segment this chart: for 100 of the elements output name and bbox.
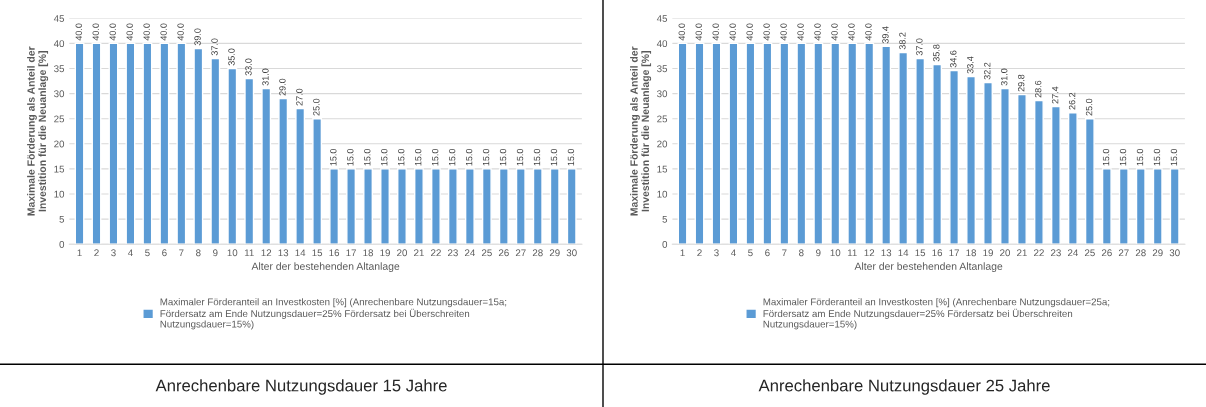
data-label: 15.0 <box>533 148 541 166</box>
data-label: 15.0 <box>347 148 354 166</box>
y-tick-label: 40 <box>53 40 65 48</box>
bar <box>193 47 204 245</box>
bar <box>108 42 119 245</box>
data-label: 37.0 <box>211 38 218 56</box>
x-tick-label: 23 <box>1050 249 1061 257</box>
y-tick-label: 35 <box>657 65 668 73</box>
text: Anrechenbare Nutzungsdauer 15 Jahre <box>155 379 447 395</box>
data-label: 15.0 <box>1102 148 1110 166</box>
x-tick-label: 27 <box>1118 249 1129 257</box>
data-label: 40.0 <box>695 23 702 41</box>
x-tick-label: 15 <box>312 249 323 257</box>
y-tick-label: 45 <box>53 15 65 22</box>
bar <box>447 168 458 245</box>
bar <box>176 42 187 245</box>
y-axis-title: Maximale Förderung als Anteil der Investition für die Neuanlage [%] <box>27 46 49 216</box>
data-label: 40.0 <box>746 23 753 41</box>
bar <box>74 42 85 245</box>
bar <box>830 42 841 245</box>
bar <box>728 42 739 245</box>
data-label: 15.0 <box>431 148 439 166</box>
x-tick-label: 28 <box>532 249 543 257</box>
data-label: 32.2 <box>984 62 991 80</box>
text: Anrechenbare Nutzungsdauer 25 Jahre <box>758 379 1050 395</box>
bar <box>549 168 560 245</box>
data-label: 15.0 <box>1136 148 1144 166</box>
bar <box>91 42 102 245</box>
y-tick-label: 25 <box>657 115 668 123</box>
x-tick-label: 28 <box>1135 249 1146 257</box>
x-tick-label: 3 <box>714 249 719 257</box>
bar <box>515 168 526 245</box>
x-tick-label: 11 <box>244 249 254 257</box>
y-tick-label: 10 <box>54 190 65 198</box>
x-tick-label: 10 <box>227 249 238 257</box>
legend-label: Maximaler Förderanteil an Investkosten [%] (Anrechenbare Nutzungsdauer=25a; Fördersatz am Ende Nutzungsdauer=25% Fördersatz bei Überschreiten Nutzungsdauer=15%) <box>763 298 1110 330</box>
bar <box>898 51 909 245</box>
x-tick-label: 11 <box>847 249 857 257</box>
bar <box>278 97 289 245</box>
x-tick-label: 2 <box>697 249 702 257</box>
x-tick-label: 5 <box>145 249 150 257</box>
x-axis-title: Alter der bestehenden Altanlage <box>854 262 1003 272</box>
x-tick-label: 8 <box>799 249 804 257</box>
x-tick-label: 1 <box>77 249 82 257</box>
x-axis-title: Alter der bestehenden Altanlage <box>251 262 400 272</box>
x-tick-label: 4 <box>730 249 736 257</box>
x-tick-label: 20 <box>1000 249 1011 257</box>
data-label: 40.0 <box>160 23 167 41</box>
bar <box>142 42 153 245</box>
data-label: 15.0 <box>448 148 456 166</box>
data-label: 15.0 <box>499 148 507 166</box>
bar <box>711 42 722 245</box>
y-tick-label: 30 <box>657 90 668 98</box>
y-tick-label: 10 <box>657 190 668 198</box>
data-label: 31.0 <box>262 68 269 86</box>
x-tick-label: 22 <box>1034 249 1044 257</box>
bar <box>363 168 373 245</box>
bar <box>380 168 390 245</box>
data-label: 40.0 <box>678 23 685 41</box>
data-label: 25.0 <box>313 98 320 116</box>
data-label: 27.4 <box>1051 86 1059 104</box>
bar <box>566 168 577 245</box>
x-tick-label: 13 <box>278 249 289 257</box>
bar <box>915 57 926 245</box>
x-tick-label: 29 <box>1152 249 1163 257</box>
x-tick-label: 16 <box>329 249 340 257</box>
bar <box>1000 87 1010 245</box>
bar <box>932 63 943 245</box>
bar <box>1017 93 1027 245</box>
bar <box>498 168 509 245</box>
x-tick-label: 19 <box>380 249 390 257</box>
data-label: 29.8 <box>1018 74 1025 92</box>
x-tick-label: 10 <box>830 249 841 257</box>
y-axis-title: Maximale Förderung als Anteil der Investition für die Neuanlage [%] <box>630 46 652 216</box>
x-tick-label: 24 <box>464 249 475 257</box>
x-tick-label: 25 <box>481 249 492 257</box>
bar <box>210 57 221 245</box>
data-label: 40.0 <box>177 23 184 41</box>
bar <box>312 118 323 245</box>
bar <box>464 168 475 245</box>
bar <box>1169 168 1180 245</box>
data-label: 15.0 <box>415 148 422 166</box>
bar <box>677 42 688 245</box>
data-label: 31.0 <box>1001 68 1008 86</box>
bar <box>261 87 272 245</box>
data-label: 15.0 <box>1119 148 1127 166</box>
data-label: 28.6 <box>1034 80 1042 98</box>
y-tick-label: 15 <box>657 165 668 173</box>
x-tick-label: 12 <box>864 249 875 257</box>
x-tick-label: 2 <box>94 249 99 257</box>
bar <box>329 168 340 245</box>
data-label: 15.0 <box>567 148 575 166</box>
data-label: 40.0 <box>712 23 719 41</box>
bar <box>1118 168 1129 245</box>
y-tick-label: 45 <box>656 15 668 22</box>
x-tick-label: 5 <box>748 249 753 257</box>
y-tick-label: 0 <box>662 240 668 248</box>
y-tick-label: 35 <box>54 65 65 73</box>
data-label: 39.0 <box>194 28 201 46</box>
x-tick-label: 29 <box>549 249 560 257</box>
